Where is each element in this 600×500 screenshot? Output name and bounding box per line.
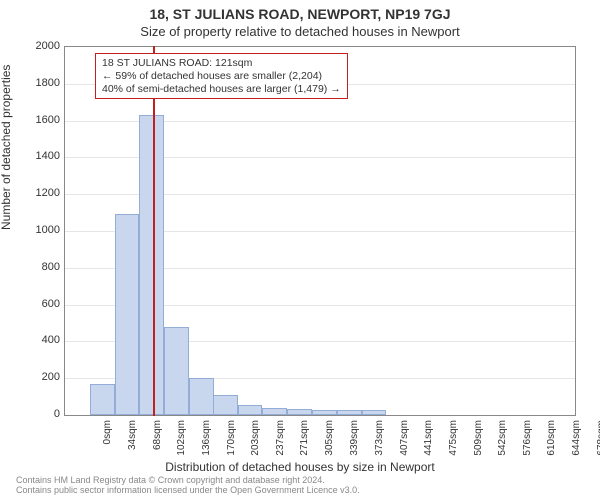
xtick-label: 170sqm	[226, 420, 237, 460]
ytick-label: 2000	[10, 40, 60, 52]
chart-subtitle: Size of property relative to detached ho…	[0, 22, 600, 39]
annotation-line: 18 ST JULIANS ROAD: 121sqm	[102, 57, 341, 70]
histogram-bar	[362, 410, 387, 415]
xtick-label: 475sqm	[448, 420, 459, 460]
histogram-bar	[90, 384, 115, 415]
histogram-bar	[115, 214, 140, 415]
ytick-label: 1800	[10, 77, 60, 89]
xtick-label: 373sqm	[374, 420, 385, 460]
xtick-label: 136sqm	[201, 420, 212, 460]
marker-line	[153, 46, 155, 416]
xtick-label: 203sqm	[250, 420, 261, 460]
footer-attribution: Contains HM Land Registry data © Crown c…	[16, 476, 360, 496]
histogram-bar	[139, 115, 164, 415]
chart-container: 18, ST JULIANS ROAD, NEWPORT, NP19 7GJ S…	[0, 0, 600, 500]
xtick-label: 34sqm	[127, 420, 138, 460]
footer-line: Contains public sector information licen…	[16, 486, 360, 496]
histogram-bar	[213, 395, 238, 415]
annotation-box: 18 ST JULIANS ROAD: 121sqm← 59% of detac…	[95, 53, 348, 99]
histogram-bar	[164, 327, 189, 415]
xtick-label: 339sqm	[349, 420, 360, 460]
ytick-label: 1400	[10, 150, 60, 162]
xtick-label: 644sqm	[571, 420, 582, 460]
ytick-label: 200	[10, 371, 60, 383]
histogram-bar	[337, 410, 362, 415]
xtick-label: 542sqm	[497, 420, 508, 460]
ytick-label: 600	[10, 298, 60, 310]
xtick-label: 68sqm	[152, 420, 163, 460]
xtick-label: 678sqm	[596, 420, 600, 460]
xtick-label: 407sqm	[399, 420, 410, 460]
histogram-bar	[287, 409, 312, 415]
ytick-label: 800	[10, 261, 60, 273]
annotation-line: 40% of semi-detached houses are larger (…	[102, 83, 341, 96]
xtick-label: 576sqm	[522, 420, 533, 460]
ytick-label: 0	[10, 408, 60, 420]
xtick-label: 441sqm	[423, 420, 434, 460]
ytick-label: 400	[10, 334, 60, 346]
ytick-label: 1200	[10, 187, 60, 199]
xtick-label: 305sqm	[324, 420, 335, 460]
histogram-bar	[312, 410, 337, 415]
xtick-label: 271sqm	[299, 420, 310, 460]
x-axis-label: Distribution of detached houses by size …	[0, 460, 600, 474]
histogram-bar	[262, 408, 287, 415]
xtick-label: 237sqm	[275, 420, 286, 460]
histogram-bar	[238, 405, 263, 415]
xtick-label: 102sqm	[176, 420, 187, 460]
y-axis-label: Number of detached properties	[0, 65, 13, 230]
histogram-bar	[189, 378, 214, 415]
xtick-label: 509sqm	[473, 420, 484, 460]
ytick-label: 1000	[10, 224, 60, 236]
ytick-label: 1600	[10, 114, 60, 126]
chart-title: 18, ST JULIANS ROAD, NEWPORT, NP19 7GJ	[0, 0, 600, 22]
xtick-label: 0sqm	[102, 420, 113, 460]
annotation-line: ← 59% of detached houses are smaller (2,…	[102, 70, 341, 83]
xtick-label: 610sqm	[546, 420, 557, 460]
plot-area: 18 ST JULIANS ROAD: 121sqm← 59% of detac…	[64, 46, 576, 416]
